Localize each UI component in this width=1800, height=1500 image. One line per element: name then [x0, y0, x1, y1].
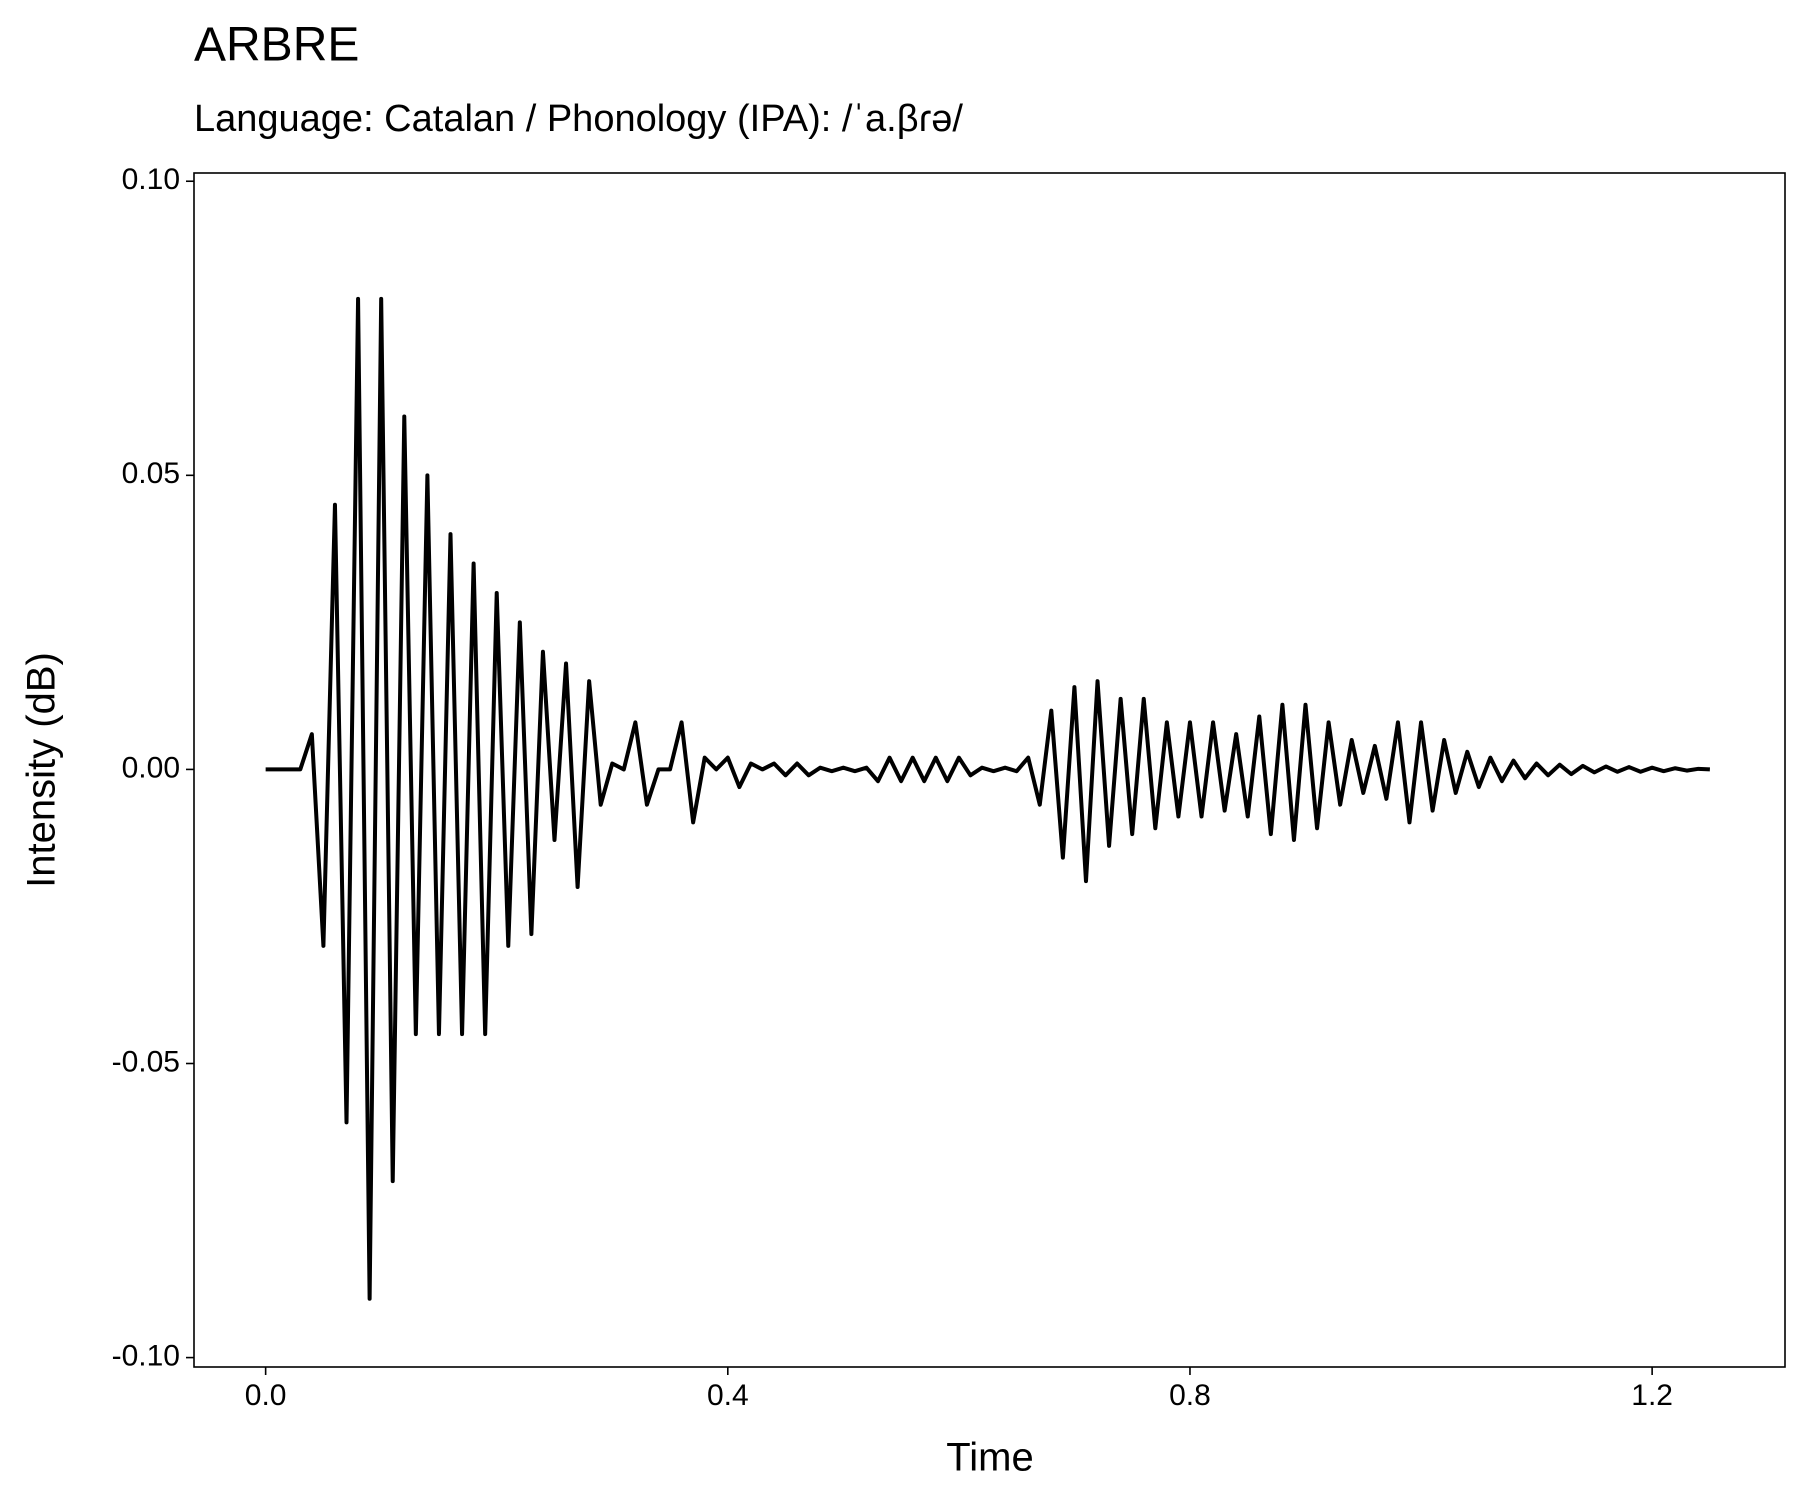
y-tick-label: 0.10	[122, 163, 180, 196]
x-tick-label: 0.0	[245, 1379, 287, 1412]
y-tick-label: -0.05	[112, 1045, 180, 1078]
y-tick-label: -0.10	[112, 1340, 180, 1373]
chart-title: ARBRE	[194, 19, 359, 72]
waveform-line	[265, 296, 1711, 1301]
y-tick-label: 0.05	[122, 457, 180, 490]
x-tick-label: 1.2	[1631, 1379, 1673, 1412]
x-tick-label: 0.8	[1169, 1379, 1211, 1412]
y-axis-label: Intensity (dB)	[20, 652, 64, 888]
y-tick-label: 0.00	[122, 751, 180, 784]
x-tick-label: 0.4	[707, 1379, 749, 1412]
x-axis-label: Time	[946, 1436, 1033, 1480]
chart-subtitle: Language: Catalan / Phonology (IPA): /ˈa…	[194, 98, 963, 140]
